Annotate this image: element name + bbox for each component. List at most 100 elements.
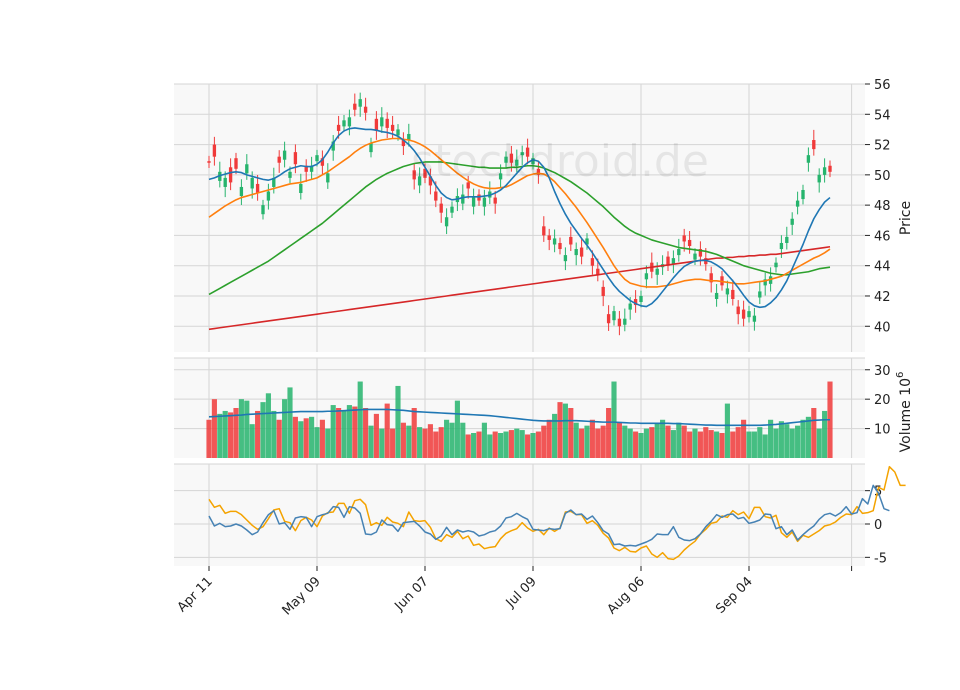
- volume-bar-up: [714, 431, 720, 458]
- candle-up: [461, 194, 465, 204]
- candle-up: [677, 249, 681, 256]
- candle-up: [326, 173, 330, 183]
- volume-bar-up: [778, 421, 784, 458]
- candle-up: [342, 120, 346, 127]
- candle-up: [239, 186, 244, 197]
- candle-down: [547, 235, 551, 240]
- volume-bar-up: [751, 431, 757, 458]
- candle-down: [606, 314, 611, 324]
- volume-bar-down: [649, 427, 655, 458]
- volume-bar-up: [762, 434, 768, 458]
- volume-bar-up: [417, 427, 423, 458]
- volume-bar-down: [476, 431, 482, 458]
- volume-bar-up: [627, 428, 633, 458]
- volume-bar-up: [444, 419, 450, 458]
- candle-up: [282, 150, 287, 160]
- volume-bar-up: [487, 434, 493, 458]
- volume-bar-up: [238, 399, 244, 458]
- candle-up: [774, 262, 778, 268]
- volume-bar-down: [206, 419, 212, 458]
- candle-down: [709, 273, 713, 283]
- volume-bar-up: [784, 424, 790, 458]
- candle-down: [466, 182, 470, 189]
- price-y-tick-label: 54: [874, 108, 891, 123]
- volume-bar-down: [400, 422, 406, 458]
- volume-bar-down: [633, 431, 639, 458]
- volume-bar-up: [498, 433, 504, 458]
- candle-down: [509, 153, 514, 163]
- candle-up: [795, 200, 800, 207]
- candle-down: [596, 268, 600, 275]
- candle-down: [439, 203, 443, 213]
- candle-down: [633, 299, 638, 306]
- candle-down: [207, 161, 211, 163]
- volume-bar-up: [768, 419, 774, 458]
- volume-bar-up: [330, 405, 336, 458]
- volume-y-tick-label: 20: [874, 393, 891, 408]
- volume-bar-up: [271, 410, 277, 458]
- x-tick-label: Apr 11: [175, 574, 216, 615]
- volume-bar-down: [606, 408, 612, 458]
- candle-down: [423, 168, 427, 178]
- volume-bar-down: [568, 408, 574, 458]
- candle-up: [806, 155, 811, 163]
- candle-up: [752, 315, 757, 322]
- volume-bar-up: [692, 428, 698, 458]
- volume-bar-up: [481, 422, 487, 458]
- volume-bar-up: [530, 433, 536, 458]
- candle-up: [331, 141, 335, 151]
- volume-bar-up: [724, 403, 730, 458]
- candle-down: [304, 165, 308, 172]
- candle-up: [520, 152, 524, 156]
- candle-up: [369, 143, 373, 153]
- candle-up: [822, 167, 827, 175]
- candle-up: [714, 292, 719, 300]
- osc-y-tick-label: -5: [874, 551, 887, 566]
- volume-bar-up: [660, 419, 666, 458]
- volume-bar-down: [600, 425, 606, 458]
- volume-bar-up: [460, 422, 466, 458]
- candle-up: [358, 99, 362, 107]
- volume-bar-up: [379, 428, 385, 458]
- volume-bar-up: [562, 403, 568, 458]
- candle-up: [671, 258, 676, 265]
- candle-up: [272, 177, 276, 187]
- watermark-text: stockdroid.de: [411, 136, 709, 187]
- volume-bar-down: [741, 419, 747, 458]
- volume-bar-up: [260, 402, 266, 458]
- volume-bar-up: [519, 430, 525, 458]
- price-y-tick-label: 40: [874, 320, 891, 335]
- candle-down: [428, 176, 433, 186]
- candle-up: [309, 165, 314, 172]
- volume-bar-down: [255, 410, 261, 458]
- candle-down: [434, 191, 438, 201]
- candle-down: [228, 167, 233, 183]
- volume-bar-down: [276, 419, 282, 458]
- candle-up: [747, 311, 751, 318]
- volume-bar-down: [535, 431, 541, 458]
- volume-bar-down: [589, 419, 595, 458]
- volume-axis-label-text: Volume 10: [898, 378, 914, 452]
- volume-bar-down: [352, 406, 358, 458]
- candle-up: [655, 268, 659, 275]
- volume-bar-down: [433, 431, 439, 458]
- volume-bar-up: [805, 416, 811, 458]
- candle-down: [812, 140, 816, 150]
- x-tick-label: Sep 04: [713, 574, 756, 617]
- candle-up: [245, 164, 249, 174]
- candle-up: [261, 205, 265, 215]
- candle-down: [590, 258, 595, 266]
- candle-up: [444, 217, 449, 227]
- volume-bar-down: [811, 408, 817, 458]
- candle-down: [401, 140, 406, 147]
- candle-down: [353, 103, 357, 110]
- candle-up: [471, 197, 476, 207]
- candle-up: [380, 117, 384, 127]
- candle-down: [536, 168, 541, 175]
- price-y-tick-label: 50: [874, 169, 891, 184]
- candle-down: [736, 306, 740, 315]
- candle-down: [569, 236, 573, 245]
- volume-bar-up: [584, 425, 590, 458]
- candle-down: [412, 170, 416, 180]
- candle-up: [628, 303, 632, 310]
